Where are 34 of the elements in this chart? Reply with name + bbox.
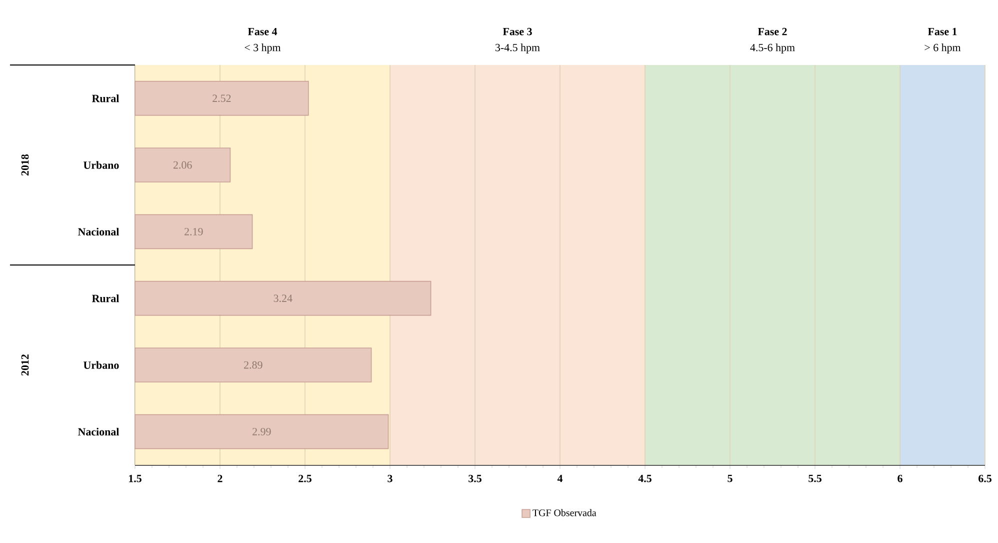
text: > 6 hpm	[924, 44, 961, 54]
x-tick-label: 6.5	[978, 474, 992, 482]
x-tick-label: 4	[557, 474, 563, 482]
x-tick-label: 3.5	[468, 474, 482, 482]
text: 2.19	[184, 228, 203, 236]
x-tick-label: 4.5	[638, 474, 652, 482]
band-label: Fase 4	[248, 28, 278, 36]
band-label: Fase 3	[502, 28, 532, 36]
text: 4.5-6 hpm	[750, 44, 795, 54]
x-tick-label: 3	[388, 474, 392, 482]
text: < 3 hpm	[244, 44, 281, 54]
y-tick-label: Nacional	[78, 428, 120, 436]
band-label: Fase 2	[758, 28, 787, 36]
y-tick-label: Rural	[92, 94, 120, 102]
band-label: Fase 1	[928, 28, 957, 36]
y-tick-label: Urbano	[84, 361, 119, 369]
text: 2.06	[173, 161, 192, 169]
y-tick-label: Rural	[92, 294, 120, 302]
text: 2.52	[212, 94, 231, 102]
x-tick-label: 2	[218, 474, 222, 482]
x-tick-label: 5.5	[808, 474, 822, 482]
y-tick-label: Nacional	[78, 228, 120, 236]
y-tick-label: Urbano	[84, 161, 119, 169]
text: 3.24	[274, 294, 292, 302]
text: 2.89	[244, 361, 262, 369]
text: 2.99	[252, 428, 271, 436]
text: 2012	[21, 354, 29, 376]
x-tick-label: 5	[728, 474, 732, 482]
x-tick-label: 6	[898, 474, 902, 482]
text: 2018	[21, 154, 29, 176]
x-tick-label: 1.5	[129, 474, 142, 482]
text: 3-4.5 hpm	[496, 44, 540, 54]
x-tick-label: 2.5	[298, 474, 312, 482]
legend-label: TGF Observada	[532, 509, 596, 516]
